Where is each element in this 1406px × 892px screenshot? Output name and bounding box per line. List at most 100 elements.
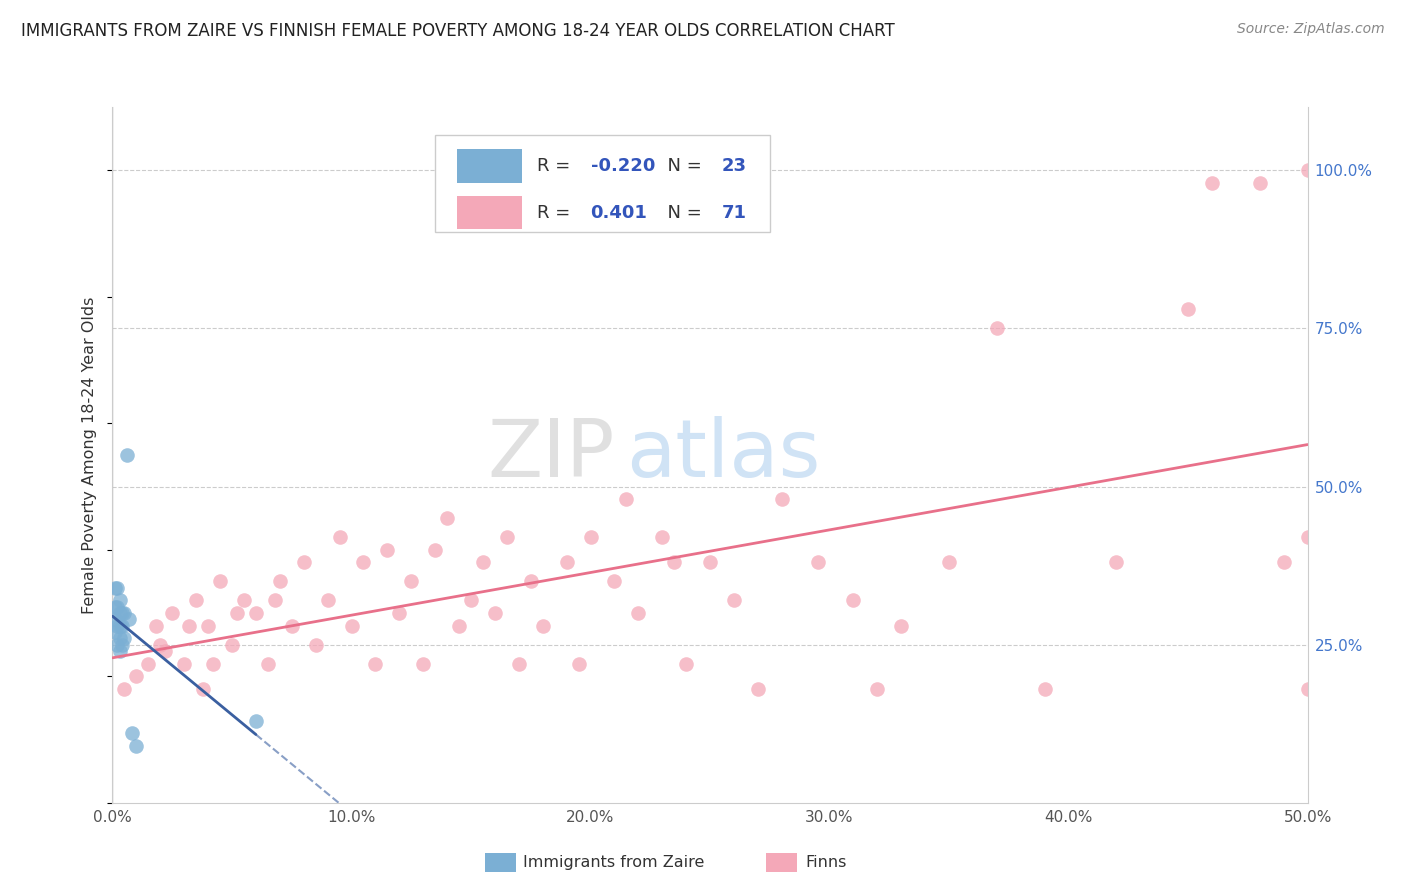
Point xyxy=(508,657,530,671)
Point xyxy=(340,618,363,632)
Text: R =: R = xyxy=(537,157,575,175)
Point xyxy=(377,542,399,557)
Point xyxy=(208,574,231,589)
Point xyxy=(118,612,141,626)
Point xyxy=(193,681,215,696)
Text: IMMIGRANTS FROM ZAIRE VS FINNISH FEMALE POVERTY AMONG 18-24 YEAR OLDS CORRELATIO: IMMIGRANTS FROM ZAIRE VS FINNISH FEMALE … xyxy=(21,22,894,40)
Point xyxy=(125,669,148,683)
Text: 23: 23 xyxy=(723,157,747,175)
Point xyxy=(108,593,131,607)
Point xyxy=(614,492,637,507)
Point xyxy=(1201,176,1223,190)
Point xyxy=(201,657,224,671)
Point xyxy=(121,726,143,740)
Text: atlas: atlas xyxy=(626,416,821,494)
Point xyxy=(627,606,650,620)
Point xyxy=(447,618,470,632)
Point xyxy=(257,657,280,671)
Point xyxy=(111,638,134,652)
Point xyxy=(292,556,315,570)
Text: N =: N = xyxy=(657,157,707,175)
Point xyxy=(105,618,128,632)
Point xyxy=(675,657,697,671)
Point xyxy=(472,556,495,570)
Point xyxy=(145,618,167,632)
Point xyxy=(579,530,602,544)
Point xyxy=(104,599,127,614)
Point xyxy=(770,492,793,507)
Point xyxy=(484,606,506,620)
Point xyxy=(232,593,256,607)
Text: -0.220: -0.220 xyxy=(591,157,655,175)
Text: N =: N = xyxy=(657,203,707,222)
Point xyxy=(197,618,219,632)
Point xyxy=(125,739,148,753)
Point xyxy=(520,574,543,589)
Point xyxy=(186,593,208,607)
Point xyxy=(460,593,482,607)
Point xyxy=(149,638,172,652)
Point xyxy=(304,638,326,652)
Point xyxy=(1296,163,1319,178)
FancyBboxPatch shape xyxy=(436,135,770,232)
Text: 71: 71 xyxy=(723,203,747,222)
FancyBboxPatch shape xyxy=(457,196,523,229)
Point xyxy=(104,581,127,595)
Point xyxy=(245,606,267,620)
Point xyxy=(162,606,183,620)
Point xyxy=(401,574,423,589)
Point xyxy=(866,681,889,696)
Point xyxy=(1272,556,1295,570)
Text: R =: R = xyxy=(537,203,582,222)
FancyBboxPatch shape xyxy=(457,150,523,183)
Point xyxy=(108,644,131,658)
Point xyxy=(108,618,131,632)
Point xyxy=(153,644,176,658)
Point xyxy=(651,530,673,544)
Point xyxy=(664,556,686,570)
Point xyxy=(807,556,830,570)
Point xyxy=(114,606,135,620)
Point xyxy=(555,556,578,570)
Point xyxy=(388,606,411,620)
Point xyxy=(747,681,769,696)
Point xyxy=(111,606,134,620)
Point xyxy=(364,657,387,671)
Point xyxy=(412,657,434,671)
Point xyxy=(177,618,200,632)
Point xyxy=(1177,302,1199,317)
Point xyxy=(108,606,131,620)
Point xyxy=(938,556,960,570)
Point xyxy=(567,657,591,671)
Point xyxy=(104,612,127,626)
Text: Finns: Finns xyxy=(806,855,846,870)
Point xyxy=(890,618,912,632)
Point xyxy=(114,681,135,696)
Point xyxy=(986,321,1008,335)
Point xyxy=(138,657,160,671)
Point xyxy=(699,556,721,570)
Point xyxy=(1296,681,1319,696)
Point xyxy=(328,530,352,544)
Text: ZIP: ZIP xyxy=(486,416,614,494)
Text: Source: ZipAtlas.com: Source: ZipAtlas.com xyxy=(1237,22,1385,37)
Point xyxy=(245,714,267,728)
Point xyxy=(603,574,626,589)
Point xyxy=(352,556,374,570)
Point xyxy=(105,638,128,652)
Point xyxy=(1033,681,1056,696)
Text: Immigrants from Zaire: Immigrants from Zaire xyxy=(523,855,704,870)
Point xyxy=(104,625,127,640)
Point xyxy=(316,593,339,607)
Point xyxy=(105,581,128,595)
Text: 0.401: 0.401 xyxy=(591,203,647,222)
Point xyxy=(1249,176,1271,190)
Point xyxy=(264,593,287,607)
Point xyxy=(425,542,447,557)
Point xyxy=(111,618,134,632)
Point xyxy=(221,638,243,652)
Point xyxy=(436,511,458,525)
Point xyxy=(531,618,554,632)
Point xyxy=(114,632,135,646)
Point xyxy=(723,593,745,607)
